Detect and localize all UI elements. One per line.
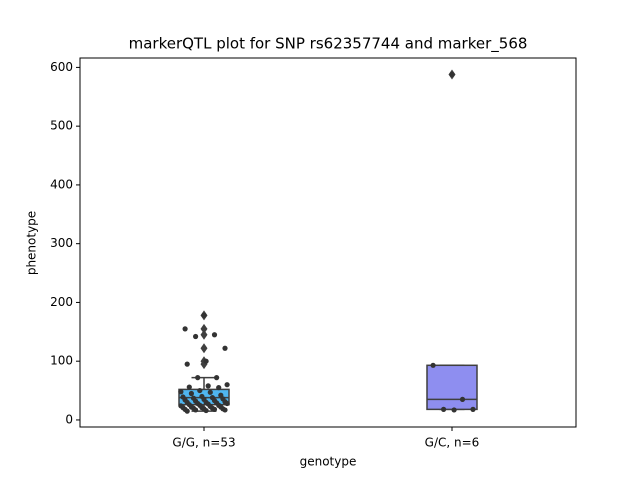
chart-title: markerQTL plot for SNP rs62357744 and ma… — [129, 35, 528, 54]
point — [184, 361, 190, 367]
outlier — [200, 329, 208, 340]
point — [193, 407, 199, 413]
y-tick-label: 600 — [50, 60, 73, 74]
point — [470, 406, 476, 412]
point — [207, 389, 213, 395]
point — [211, 406, 218, 412]
point — [201, 312, 207, 318]
point — [459, 396, 466, 402]
x-axis-label: genotype — [300, 455, 357, 469]
y-tick-label: 300 — [50, 236, 73, 250]
y-tick-label: 500 — [50, 119, 73, 133]
point — [216, 385, 222, 391]
point — [451, 407, 457, 413]
point — [188, 390, 194, 397]
point — [205, 383, 211, 389]
point — [178, 389, 184, 395]
y-tick-label: 200 — [50, 295, 73, 309]
point — [214, 375, 220, 381]
y-tick-label: 400 — [50, 177, 73, 191]
x-tick-label: G/G, n=53 — [172, 436, 235, 450]
point — [184, 408, 190, 414]
y-axis-label: phenotype — [25, 211, 39, 275]
point — [430, 362, 436, 368]
box — [426, 364, 478, 411]
point — [197, 387, 203, 394]
point — [224, 382, 230, 388]
point — [222, 407, 228, 413]
point — [203, 358, 209, 364]
point — [203, 407, 209, 414]
point — [441, 406, 447, 412]
point — [222, 345, 228, 351]
outlier — [200, 323, 208, 334]
outlier — [200, 343, 208, 354]
y-tick-label: 100 — [50, 354, 73, 368]
x-tick-label: G/C, n=6 — [425, 436, 480, 450]
point — [449, 71, 455, 78]
point — [186, 384, 192, 390]
point — [193, 333, 199, 340]
point — [195, 375, 201, 381]
y-tick-label: 0 — [65, 412, 73, 426]
point — [182, 326, 188, 332]
point — [211, 332, 218, 338]
point — [224, 400, 230, 407]
plot-frame — [79, 57, 577, 428]
